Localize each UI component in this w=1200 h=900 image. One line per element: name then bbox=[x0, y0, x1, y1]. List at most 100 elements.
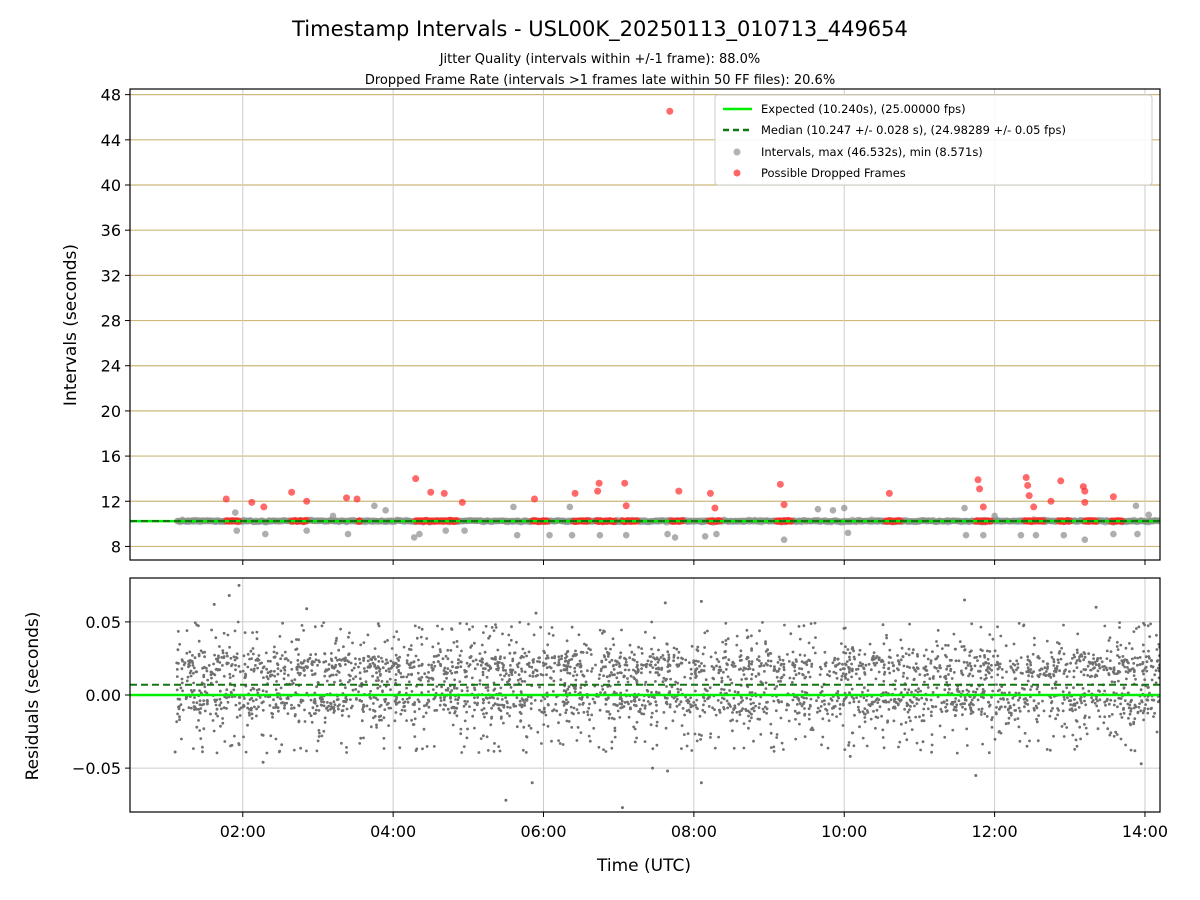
residual-point bbox=[720, 676, 724, 680]
residual-point bbox=[981, 690, 985, 694]
residual-point bbox=[782, 662, 786, 666]
residual-point bbox=[915, 666, 919, 669]
residual-point bbox=[716, 699, 720, 702]
residual-point bbox=[968, 662, 972, 665]
residual-point bbox=[311, 673, 314, 677]
residual-point bbox=[269, 674, 272, 678]
residual-point bbox=[662, 676, 666, 680]
residual-point bbox=[609, 647, 612, 651]
residual-point bbox=[955, 709, 958, 712]
residual-point bbox=[1017, 725, 1021, 729]
residual-point bbox=[946, 664, 949, 668]
interval-outlier-point bbox=[1032, 531, 1040, 539]
residual-point bbox=[444, 704, 447, 707]
residual-point bbox=[250, 706, 253, 710]
residual-point bbox=[642, 712, 646, 716]
residual-point bbox=[853, 713, 856, 717]
residual-point bbox=[225, 707, 228, 710]
residual-point bbox=[704, 678, 708, 682]
residual-point bbox=[961, 705, 964, 709]
residual-point bbox=[689, 696, 692, 700]
dropped-frame-outlier-point bbox=[222, 495, 230, 503]
residual-point bbox=[325, 679, 329, 683]
residual-point bbox=[667, 656, 671, 659]
residual-point bbox=[594, 663, 597, 667]
residual-point bbox=[192, 671, 195, 675]
residual-point bbox=[529, 695, 533, 699]
residual-point bbox=[637, 645, 640, 649]
residual-point bbox=[914, 662, 918, 665]
residual-point bbox=[342, 645, 345, 649]
residual-point bbox=[364, 680, 368, 684]
residual-point bbox=[1041, 660, 1045, 663]
residual-point bbox=[385, 680, 389, 684]
residual-point bbox=[485, 735, 489, 739]
x-tick-label: 12:00 bbox=[972, 822, 1018, 841]
dropped-frame-outlier-point bbox=[621, 479, 629, 487]
residual-point bbox=[1133, 656, 1137, 660]
residual-point bbox=[752, 709, 756, 713]
residual-point bbox=[922, 707, 926, 711]
residual-point bbox=[566, 649, 570, 653]
residual-point bbox=[575, 708, 579, 711]
residual-point bbox=[398, 700, 401, 704]
residual-point bbox=[506, 701, 509, 705]
residual-point bbox=[380, 680, 384, 683]
residual-point bbox=[660, 666, 664, 670]
residual-point bbox=[1116, 648, 1120, 651]
residual-point bbox=[347, 673, 351, 677]
residual-point bbox=[640, 712, 644, 716]
residual-point bbox=[443, 680, 446, 683]
top-y-tick-label: 16 bbox=[101, 447, 121, 466]
residual-point bbox=[911, 701, 914, 704]
residual-point bbox=[605, 675, 609, 679]
interval-outlier-point bbox=[829, 507, 837, 514]
chart-subtitle-jitter: Jitter Quality (intervals within +/-1 fr… bbox=[439, 52, 761, 67]
residual-point bbox=[569, 705, 573, 709]
residual-point bbox=[468, 705, 471, 708]
residual-point bbox=[602, 654, 606, 657]
residual-point bbox=[453, 706, 456, 710]
residual-point bbox=[451, 665, 454, 668]
bottom-y-tick-label: 0.00 bbox=[85, 686, 121, 705]
residual-point bbox=[497, 666, 500, 670]
dropped-frame-outlier-point bbox=[776, 480, 784, 488]
residual-point bbox=[735, 719, 739, 723]
residual-point bbox=[1018, 709, 1022, 713]
residual-point bbox=[676, 681, 680, 685]
residual-point bbox=[1105, 699, 1109, 703]
residual-point bbox=[665, 642, 669, 646]
residual-point bbox=[570, 711, 574, 715]
residual-point bbox=[178, 718, 181, 722]
residual-point bbox=[366, 659, 370, 663]
residual-point bbox=[1049, 709, 1053, 713]
residual-point bbox=[1025, 699, 1029, 702]
residual-point bbox=[632, 725, 636, 729]
residual-point bbox=[1066, 696, 1069, 700]
residual-point bbox=[668, 705, 672, 709]
residual-point bbox=[656, 660, 660, 664]
residual-point bbox=[1150, 698, 1154, 702]
residual-point bbox=[633, 695, 636, 699]
residual-point bbox=[935, 640, 938, 643]
residual-point bbox=[550, 626, 554, 629]
interval-outlier-point bbox=[1017, 531, 1025, 539]
residual-point bbox=[892, 699, 896, 703]
residual-point bbox=[391, 661, 395, 665]
residual-point bbox=[496, 660, 500, 664]
residual-point bbox=[1108, 714, 1111, 718]
residual-point bbox=[875, 661, 879, 665]
residual-point bbox=[717, 735, 720, 739]
residual-point bbox=[486, 664, 489, 667]
residual-point bbox=[189, 669, 193, 673]
residual-point bbox=[905, 738, 909, 742]
residual-point bbox=[511, 659, 515, 663]
residual-point bbox=[769, 722, 773, 726]
residual-point bbox=[996, 700, 1000, 704]
residual-point bbox=[607, 679, 611, 683]
residual-point bbox=[952, 708, 956, 712]
residual-point bbox=[606, 655, 610, 658]
residual-point bbox=[385, 658, 388, 662]
residual-point bbox=[703, 687, 707, 691]
residual-point bbox=[176, 648, 180, 652]
